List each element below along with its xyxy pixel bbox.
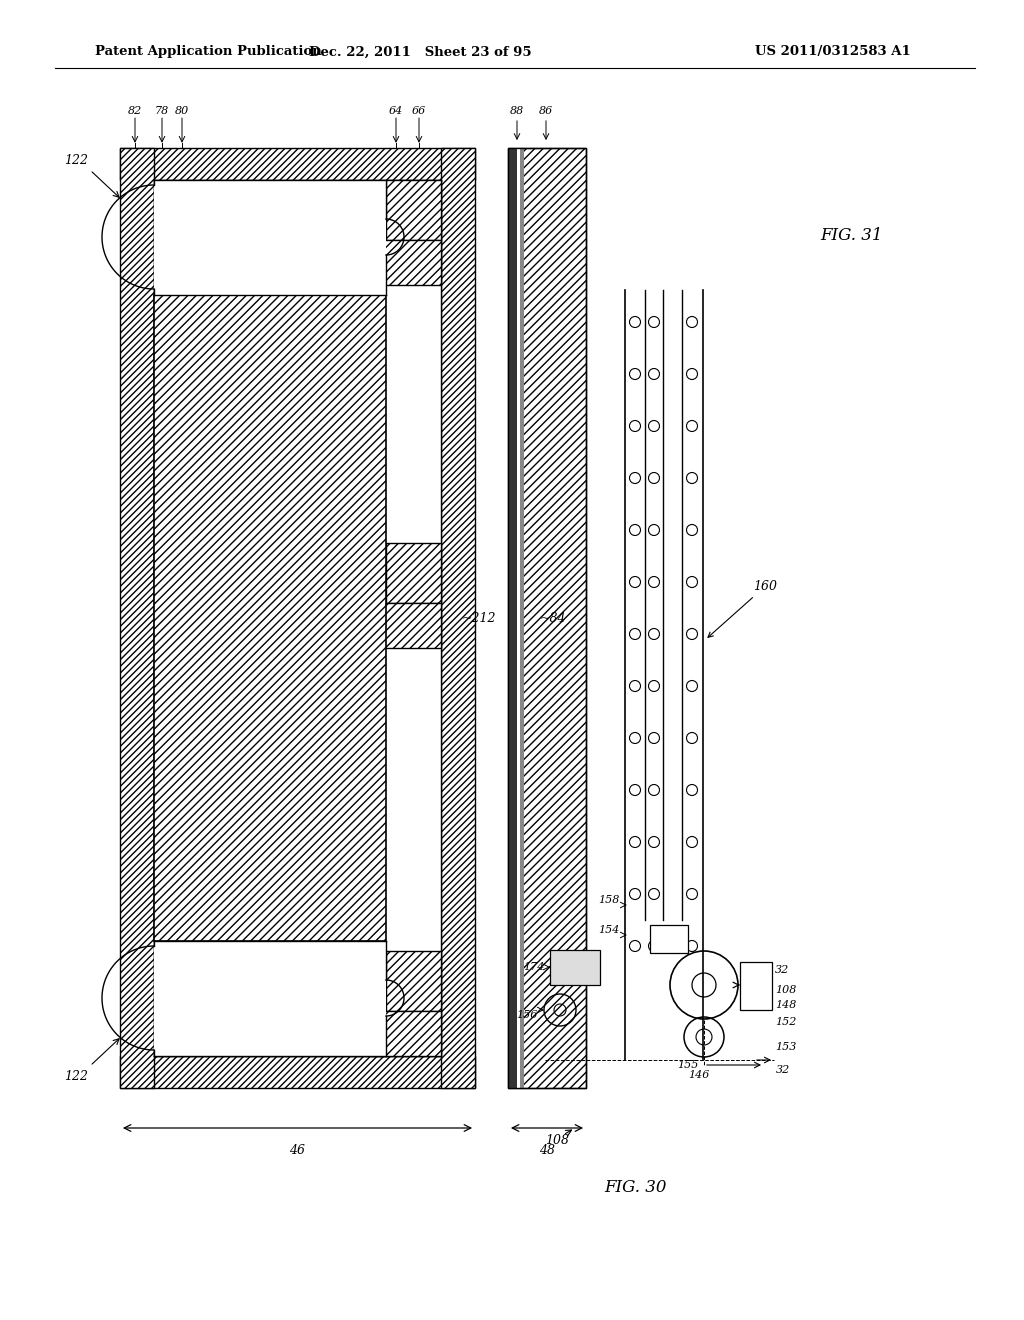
Text: FIG. 30: FIG. 30 [604, 1180, 667, 1196]
Bar [386, 180, 441, 240]
Text: 122: 122 [63, 1069, 88, 1082]
Text: 86: 86 [539, 106, 553, 116]
Bar [508, 148, 517, 1088]
Bar [154, 180, 441, 1056]
Text: ~62: ~62 [196, 231, 222, 243]
Text: ~60: ~60 [196, 991, 222, 1005]
Bar [508, 148, 586, 1088]
Bar [441, 148, 475, 1088]
Text: 122: 122 [63, 153, 88, 166]
Bar [371, 1011, 441, 1056]
Bar [508, 148, 586, 1088]
Bar [120, 148, 154, 1088]
Text: 146: 146 [688, 1071, 710, 1080]
Text: ~212: ~212 [462, 611, 496, 624]
Bar [154, 294, 386, 941]
Bar [740, 962, 772, 1010]
Text: 155: 155 [678, 1060, 699, 1071]
Text: 160: 160 [708, 579, 777, 638]
Text: Patent Application Publication: Patent Application Publication [95, 45, 322, 58]
Bar [154, 941, 386, 1056]
Text: 32: 32 [776, 1065, 791, 1074]
Text: 153: 153 [775, 1041, 797, 1052]
Text: 174: 174 [523, 962, 545, 972]
Bar [650, 925, 688, 953]
Text: 156: 156 [517, 1010, 538, 1020]
Bar [371, 603, 441, 648]
Bar [154, 180, 386, 294]
Text: 148: 148 [775, 1001, 797, 1010]
Bar [550, 950, 600, 985]
Text: 48: 48 [539, 1144, 555, 1158]
Text: 80: 80 [175, 106, 189, 116]
Text: 78: 78 [155, 106, 169, 116]
Bar [517, 148, 520, 1088]
Bar [371, 240, 441, 285]
Text: 82: 82 [128, 106, 142, 116]
Bar [386, 950, 441, 1011]
Text: Dec. 22, 2011   Sheet 23 of 95: Dec. 22, 2011 Sheet 23 of 95 [308, 45, 531, 58]
Text: 154: 154 [599, 925, 620, 935]
Text: ~84: ~84 [540, 611, 566, 624]
Text: ~78: ~78 [196, 611, 222, 624]
Text: 32: 32 [775, 965, 790, 975]
Text: US 2011/0312583 A1: US 2011/0312583 A1 [755, 45, 910, 58]
Text: 158: 158 [599, 895, 620, 906]
Text: 66: 66 [412, 106, 426, 116]
Text: 46: 46 [289, 1144, 305, 1158]
Bar [386, 543, 441, 603]
Bar [120, 148, 475, 180]
Text: 152: 152 [775, 1016, 797, 1027]
Bar [120, 1056, 475, 1088]
Text: 108: 108 [545, 1134, 569, 1147]
Text: FIG. 31: FIG. 31 [820, 227, 883, 243]
Text: 88: 88 [510, 106, 524, 116]
Bar [520, 148, 524, 1088]
Text: 64: 64 [389, 106, 403, 116]
Text: 108: 108 [775, 985, 797, 995]
